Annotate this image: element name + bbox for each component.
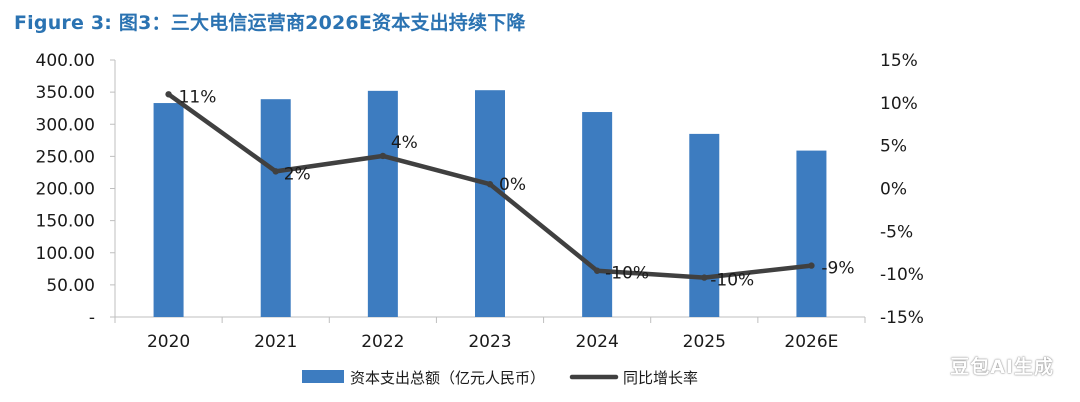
- growth-rate-point-2024: [593, 267, 601, 274]
- legend-bar-label: 资本支出总额（亿元人民币）: [350, 369, 545, 387]
- right-axis-tick-label: 15%: [880, 51, 918, 71]
- x-axis: 2020 2021 2022 2023 2024 2025 2026E: [114, 316, 866, 352]
- legend-bar-swatch: [302, 370, 344, 383]
- watermark: 豆包AI生成: [950, 356, 1054, 378]
- growth-rate-label-2021: 2%: [284, 164, 311, 184]
- bar-2024: [582, 112, 613, 317]
- growth-rate-point-2026E: [808, 262, 815, 269]
- x-axis-category-label: 2024: [576, 332, 619, 352]
- legend-line-label: 同比增长率: [623, 369, 698, 387]
- line-series: [165, 91, 815, 281]
- left-axis-tick-label: 150.00: [36, 212, 95, 232]
- growth-rate-label-2026E: -9%: [821, 259, 854, 279]
- right-axis-tick-label: -5%: [880, 222, 913, 242]
- growth-rate-point-2023: [486, 181, 494, 188]
- left-axis-tick-label: 250.00: [36, 147, 95, 167]
- growth-rate-label-2024: -10%: [605, 264, 649, 284]
- right-axis-tick-label: -15%: [880, 308, 924, 328]
- right-axis-tick-label: -10%: [880, 265, 924, 285]
- bar-2025: [689, 133, 720, 317]
- left-axis-tick-label: 100.00: [36, 244, 95, 264]
- left-axis-tick-label: 50.00: [46, 276, 95, 296]
- bar-series: [153, 90, 827, 317]
- right-axis: -15% -10% -5% 0% 5% 10% 15%: [880, 51, 924, 328]
- x-axis-category-label: 2022: [361, 332, 404, 352]
- x-axis-category-label: 2026E: [784, 332, 838, 352]
- left-axis: - 50.00 100.00 150.00 200.00 250.00 300.00 350.…: [36, 51, 116, 328]
- bar-2021: [260, 99, 291, 317]
- right-axis-tick-label: 10%: [880, 94, 918, 114]
- left-axis-tick-label: 350.00: [36, 83, 95, 103]
- bar-2020: [153, 103, 184, 317]
- right-axis-tick-label: 0%: [880, 180, 907, 200]
- chart-title: Figure 3: 图3：三大电信运营商2026E资本支出持续下降: [14, 12, 526, 34]
- x-axis-category-label: 2023: [468, 332, 511, 352]
- growth-rate-point-2022: [379, 152, 387, 160]
- bar-2022: [367, 90, 398, 317]
- growth-rate-label-2020: 11%: [179, 87, 217, 107]
- left-axis-tick-label: 200.00: [36, 180, 95, 200]
- line-data-labels: 11% 2% 4% 0% -10% -10% -9%: [179, 87, 855, 290]
- bar-2023: [475, 90, 505, 317]
- x-axis-category-label: 2021: [254, 332, 297, 352]
- left-axis-tick-label: 300.00: [36, 115, 95, 135]
- left-axis-tick-label: 400.00: [36, 51, 95, 71]
- right-axis-tick-label: 5%: [880, 137, 907, 157]
- left-axis-tick-label: -: [89, 308, 95, 328]
- growth-rate-label-2025: -10%: [710, 271, 754, 291]
- growth-rate-point-2021: [272, 168, 279, 175]
- growth-rate-point-2020: [165, 91, 172, 98]
- growth-rate-label-2022: 4%: [391, 133, 418, 153]
- legend: 资本支出总额（亿元人民币） 同比增长率: [302, 369, 698, 387]
- x-axis-category-label: 2025: [683, 332, 726, 352]
- x-axis-category-label: 2020: [147, 332, 190, 352]
- bar-2026E: [796, 150, 827, 317]
- growth-rate-label-2023: 0%: [499, 175, 526, 195]
- growth-rate-point-2025: [701, 274, 708, 281]
